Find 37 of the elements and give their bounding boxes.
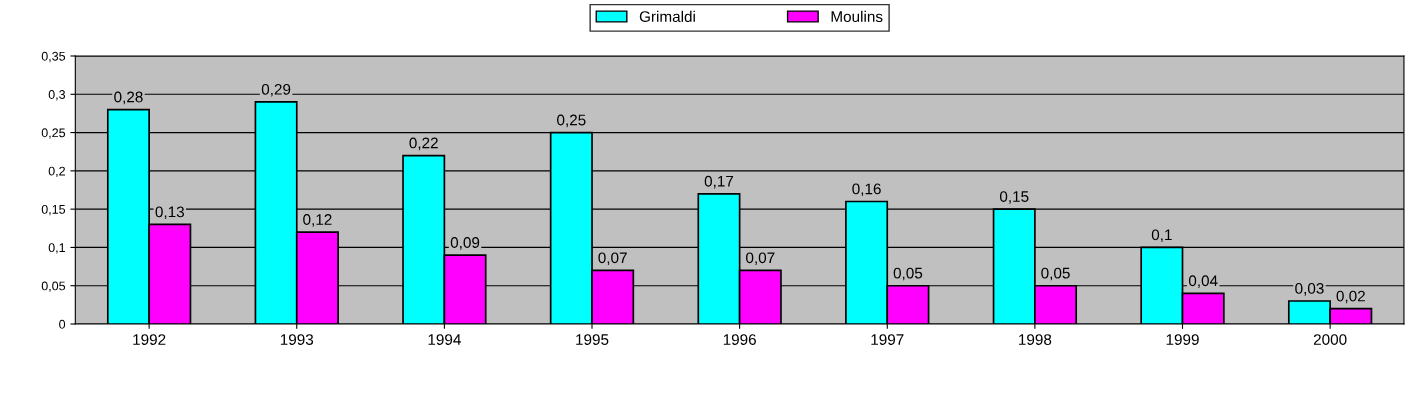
y-tick-label: 0,3 — [48, 90, 66, 101]
data-label: 0,22 — [409, 137, 438, 151]
data-label: 0,09 — [450, 237, 480, 250]
x-tick-label: 1997 — [871, 334, 904, 345]
y-tick-label: 0,25 — [41, 128, 66, 139]
y-tick-label: 0,05 — [41, 281, 66, 292]
data-label: 0,04 — [1188, 275, 1218, 288]
x-tick-label: 1995 — [576, 334, 609, 345]
data-label: 0,07 — [598, 252, 627, 266]
y-tick-label: 0 — [59, 319, 66, 329]
data-label: 0,13 — [155, 206, 184, 220]
data-label: 0,29 — [261, 83, 291, 97]
legend-label: Moulins — [831, 10, 883, 23]
data-label: 0,17 — [704, 175, 734, 189]
data-label: 0,05 — [893, 267, 923, 281]
x-tick-label: 1993 — [280, 334, 314, 345]
data-label: 0,15 — [999, 191, 1029, 204]
data-label: 0,12 — [303, 214, 332, 227]
legend-label: Grimaldi — [639, 10, 695, 23]
data-label: 0,02 — [1336, 290, 1365, 304]
x-tick-label: 1998 — [1019, 334, 1052, 345]
data-label: 0,07 — [746, 252, 775, 266]
y-tick-label: 0,1 — [48, 243, 65, 254]
data-label: 0,16 — [852, 183, 881, 197]
data-label: 0,03 — [1295, 283, 1324, 296]
x-tick-label: 1994 — [428, 334, 461, 345]
x-tick-label: 2000 — [1313, 334, 1347, 345]
x-tick-label: 1999 — [1166, 334, 1199, 345]
data-label: 0,28 — [114, 91, 143, 105]
data-label: 0,05 — [1041, 267, 1070, 281]
y-tick-label: 0,35 — [41, 51, 66, 63]
data-label: 0,25 — [557, 114, 586, 128]
y-tick-label: 0,15 — [41, 204, 66, 216]
y-tick-label: 0,2 — [48, 166, 65, 177]
x-tick-label: 1992 — [133, 334, 166, 345]
x-tick-label: 1996 — [723, 334, 756, 345]
data-label: 0,1 — [1151, 229, 1172, 243]
